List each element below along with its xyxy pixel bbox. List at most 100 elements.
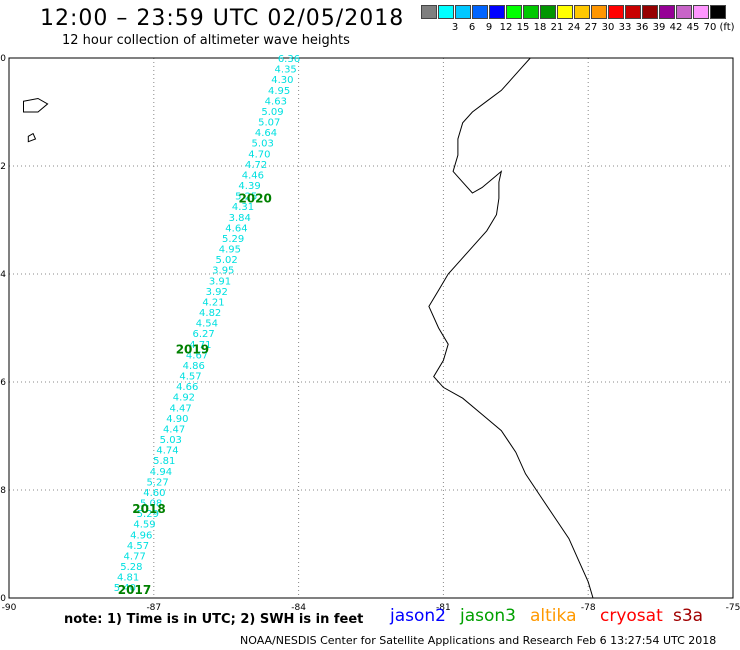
swh-value: 4.95 xyxy=(268,86,290,97)
swh-value: 4.39 xyxy=(238,181,260,192)
satellite-label: altika xyxy=(530,606,577,626)
swh-value: 4.64 xyxy=(255,128,277,139)
map-frame xyxy=(8,57,734,599)
satellite-label: s3a xyxy=(673,606,704,626)
x-tick-label: -78 xyxy=(581,603,596,613)
swh-value: 4.82 xyxy=(199,308,221,319)
time-label: 2020 xyxy=(238,191,271,205)
swh-value: 6.27 xyxy=(192,329,214,340)
swh-value: 4.46 xyxy=(242,170,264,181)
x-tick-label: -75 xyxy=(726,603,740,613)
island-outline xyxy=(23,97,49,113)
swh-value: 4.92 xyxy=(173,393,195,404)
swh-value: 5.02 xyxy=(215,255,237,266)
swh-value: 5.03 xyxy=(252,139,274,150)
legend-swatch xyxy=(523,5,539,19)
swh-value: 4.31 xyxy=(232,202,254,213)
swh-value: 3.91 xyxy=(209,276,231,287)
legend-swatch xyxy=(608,5,624,19)
swh-value: 5.29 xyxy=(137,509,159,520)
swh-value: 4.95 xyxy=(219,245,241,256)
y-tick-label: -6 xyxy=(0,378,6,388)
legend-swatch xyxy=(625,5,641,19)
legend-swatch xyxy=(455,5,471,19)
swh-value: 4.81 xyxy=(117,573,139,584)
swh-value: 3.95 xyxy=(212,266,234,277)
page-title: 12:00 – 23:59 UTC 02/05/2018 xyxy=(40,6,405,31)
x-tick-label: -90 xyxy=(2,603,17,613)
satellite-label: jason2 xyxy=(390,606,446,626)
footer-note: note: 1) Time is in UTC; 2) SWH is in fe… xyxy=(64,612,364,627)
legend-label: 18 xyxy=(533,22,547,33)
legend-label: 6 xyxy=(468,22,476,33)
swh-value: 4.94 xyxy=(150,467,172,478)
legend-swatch xyxy=(693,5,709,19)
swh-value: 4.66 xyxy=(176,382,198,393)
swh-value: 4.57 xyxy=(179,372,201,383)
legend-swatch xyxy=(421,5,437,19)
legend-label: 9 xyxy=(485,22,493,33)
legend-label: 45 xyxy=(686,22,700,33)
swh-value: 4.21 xyxy=(202,297,224,308)
swh-value: 5.28 xyxy=(120,562,142,573)
y-tick-label: -4 xyxy=(0,270,6,280)
swh-value: 5.09 xyxy=(261,107,283,118)
legend-swatch xyxy=(540,5,556,19)
legend-swatch xyxy=(676,5,692,19)
swh-value: 4.30 xyxy=(271,75,293,86)
coastline xyxy=(428,57,594,599)
time-label: 2017 xyxy=(118,583,151,597)
legend-label: 42 xyxy=(669,22,683,33)
swh-value: 4.47 xyxy=(163,424,185,435)
swh-value: 4.86 xyxy=(183,361,205,372)
credit-line: NOAA/NESDIS Center for Satellite Applica… xyxy=(240,634,717,647)
legend-swatch xyxy=(591,5,607,19)
swh-value: 4.77 xyxy=(124,551,146,562)
legend-swatch xyxy=(659,5,675,19)
swh-value: 6.36 xyxy=(278,54,300,65)
legend-label: 70 xyxy=(703,22,717,33)
swh-value: 4.35 xyxy=(275,65,297,76)
swh-value: 4.59 xyxy=(133,520,155,531)
legend-label: 30 xyxy=(601,22,615,33)
legend-swatch xyxy=(438,5,454,19)
legend-swatch xyxy=(472,5,488,19)
swh-value: 4.74 xyxy=(156,446,178,457)
time-label: 2018 xyxy=(132,502,165,516)
legend-swatch xyxy=(642,5,658,19)
satellite-label: jason3 xyxy=(460,606,516,626)
swh-value: 3.92 xyxy=(206,287,228,298)
legend-swatch xyxy=(710,5,726,19)
legend-swatch xyxy=(557,5,573,19)
y-tick-label: -10 xyxy=(0,594,6,604)
legend-label: 27 xyxy=(584,22,598,33)
legend-label: 24 xyxy=(567,22,581,33)
swh-value: 4.54 xyxy=(196,319,218,330)
swh-value: 5.81 xyxy=(153,456,175,467)
legend-label: 21 xyxy=(550,22,564,33)
y-tick-label: -2 xyxy=(0,162,6,172)
swh-value: 5.08 xyxy=(140,499,162,510)
swh-value: 5.03 xyxy=(160,435,182,446)
legend-label: (ft) xyxy=(719,22,735,33)
swh-value: 4.64 xyxy=(225,223,247,234)
page-subtitle: 12 hour collection of altimeter wave hei… xyxy=(62,33,350,48)
swh-value: 4.71 xyxy=(189,340,211,351)
swh-value: 4.70 xyxy=(248,149,270,160)
y-tick-label: -8 xyxy=(0,486,6,496)
legend-label: 36 xyxy=(635,22,649,33)
legend-label: 3 xyxy=(451,22,459,33)
legend-swatch xyxy=(506,5,522,19)
swh-value: 5.40 xyxy=(114,583,136,594)
swh-value: 4.60 xyxy=(143,488,165,499)
x-tick-label: -81 xyxy=(436,603,451,613)
legend-label: 12 xyxy=(499,22,513,33)
legend-label: 33 xyxy=(618,22,632,33)
swh-value: 4.63 xyxy=(265,96,287,107)
x-tick-label: -84 xyxy=(291,603,306,613)
legend-swatch xyxy=(489,5,505,19)
legend-swatch xyxy=(574,5,590,19)
swh-value: 3.84 xyxy=(229,213,251,224)
swh-value: 5.25 xyxy=(235,192,257,203)
